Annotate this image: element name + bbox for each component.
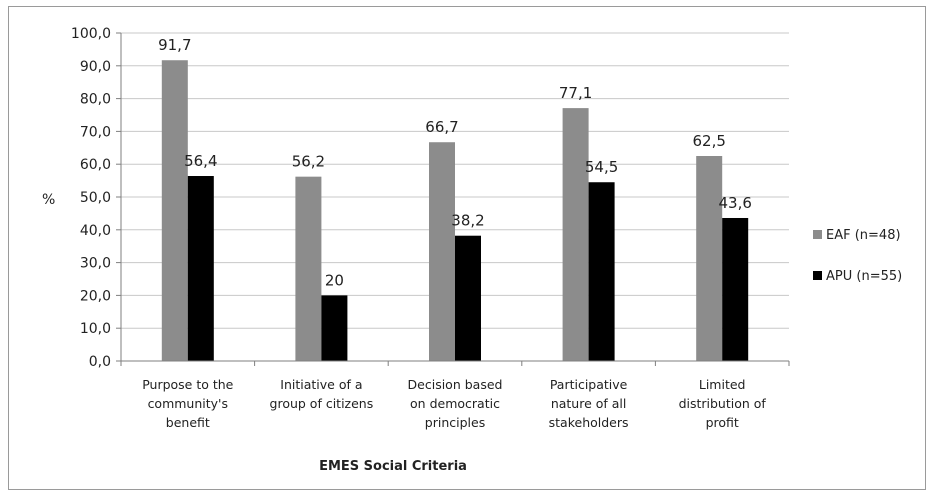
y-tick-label: 80,0: [80, 92, 111, 108]
y-tick-label: 40,0: [80, 223, 111, 239]
x-category-label-line: Participative: [550, 377, 628, 392]
x-category-label-line: Purpose to the: [142, 377, 233, 392]
x-category-label-line: group of citizens: [270, 396, 374, 411]
y-axis-ticks: 0,0 10,0 20,0 30,0 40,0 50,0 60,0 70,0 80,0 90,0 1…: [71, 26, 790, 370]
data-label: 56,4: [184, 152, 217, 170]
y-tick-label: 0,0: [89, 354, 111, 370]
y-tick-label: 60,0: [80, 157, 111, 173]
y-tick-label: 50,0: [80, 190, 111, 206]
x-category-label-line: principles: [425, 415, 485, 430]
bar: [295, 176, 322, 361]
bar: [696, 156, 723, 361]
x-category-label: Participative nature of all stakeholders: [549, 377, 629, 430]
x-category-label: Limited distribution of profit: [679, 377, 767, 430]
x-category-label: Decision based on democratic principles: [408, 377, 503, 430]
legend-label: APU (n=55): [826, 269, 902, 284]
data-label: 66,7: [425, 118, 458, 136]
legend-swatch: [813, 271, 822, 280]
x-category-label-line: community's: [148, 396, 228, 411]
legend-label: EAF (n=48): [826, 228, 901, 243]
x-category-label-line: Decision based: [408, 377, 503, 392]
y-tick-label: 30,0: [80, 256, 111, 272]
data-label: 54,5: [585, 158, 618, 176]
data-label: 20: [325, 271, 344, 289]
y-tick-label: 10,0: [80, 321, 111, 337]
x-category-label: Purpose to the community's benefit: [142, 377, 233, 430]
x-axis-title: EMES Social Criteria: [319, 459, 467, 474]
x-category-label: Initiative of a group of citizens: [270, 377, 374, 411]
data-label: 43,6: [718, 194, 751, 212]
data-label: 38,2: [451, 212, 484, 230]
y-tick-label: 90,0: [80, 59, 111, 75]
x-category-label-line: distribution of: [679, 396, 767, 411]
chart-frame: 0,0 10,0 20,0 30,0 40,0 50,0 60,0 70,0 80,0 90,0 1…: [8, 6, 926, 490]
bar: [562, 108, 589, 361]
x-category-label-line: Initiative of a: [280, 377, 362, 392]
y-tick-label: 100,0: [71, 26, 111, 42]
bar: [429, 142, 455, 361]
bar: [187, 176, 214, 361]
x-category-label-line: on democratic: [410, 396, 500, 411]
data-label: 91,7: [158, 36, 191, 54]
data-label: 62,5: [692, 132, 725, 150]
legend-swatch: [813, 230, 822, 239]
bar: [161, 60, 188, 361]
bar: [588, 182, 615, 361]
y-tick-label: 20,0: [80, 288, 111, 304]
x-category-label-line: nature of all: [551, 396, 627, 411]
x-category-label-line: profit: [706, 415, 739, 430]
y-axis-label: %: [42, 192, 55, 208]
bars: [161, 60, 749, 361]
y-tick-label: 70,0: [80, 124, 111, 140]
bar-chart: 0,0 10,0 20,0 30,0 40,0 50,0 60,0 70,0 80,0 90,0 1…: [42, 26, 902, 474]
x-category-label-line: stakeholders: [549, 415, 629, 430]
data-label: 56,2: [292, 153, 325, 171]
data-label: 77,1: [559, 84, 592, 102]
x-category-label-line: benefit: [166, 415, 210, 430]
data-labels: 91,7 56,2 66,7 77,1 62,5 56,4 20 38,2 54,5 43,6: [158, 36, 752, 289]
bar: [722, 217, 749, 361]
x-axis-categories: Purpose to the community's benefit Initiati…: [142, 377, 766, 430]
bar: [321, 295, 348, 361]
legend: EAF (n=48) APU (n=55): [813, 228, 902, 284]
bar: [455, 235, 481, 361]
x-category-label-line: Limited: [699, 377, 746, 392]
